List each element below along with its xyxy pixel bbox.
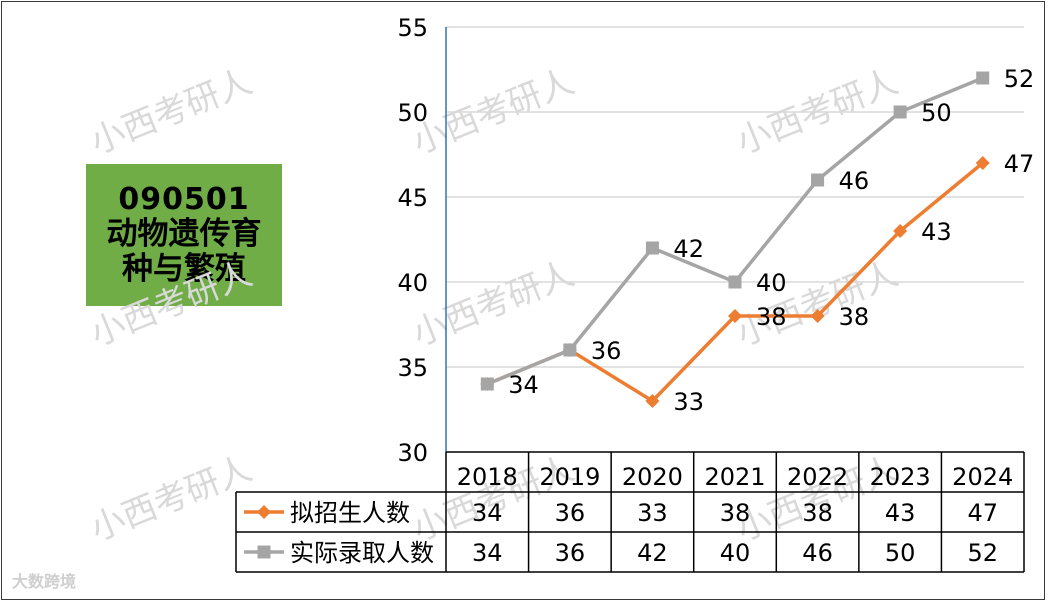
data-label: 34 xyxy=(508,371,539,399)
data-point-diamond xyxy=(728,309,742,323)
table-cell-value: 47 xyxy=(967,499,998,527)
table-cell-value: 36 xyxy=(555,499,586,527)
data-point-diamond xyxy=(975,156,990,170)
table-cell-value: 40 xyxy=(720,539,751,567)
table-cell-value: 38 xyxy=(720,499,751,527)
table-cell-value: 34 xyxy=(472,539,503,567)
data-label: 33 xyxy=(673,388,704,416)
data-label: 38 xyxy=(756,303,787,331)
y-tick-label: 35 xyxy=(397,354,428,382)
x-tick-label: 2024 xyxy=(952,463,1013,491)
data-label: 38 xyxy=(839,303,870,331)
legend-label: 拟招生人数 xyxy=(290,499,410,527)
major-name-line1: 动物遗传育 xyxy=(106,216,262,253)
data-label: 36 xyxy=(591,337,622,365)
table-cell-value: 46 xyxy=(802,539,833,567)
data-point-square xyxy=(976,71,990,85)
major-code: 090501 xyxy=(118,182,250,218)
data-point-square xyxy=(811,173,825,187)
data-point-square xyxy=(645,241,659,255)
data-point-square xyxy=(893,105,907,119)
table-cell-value: 33 xyxy=(637,499,668,527)
series-line xyxy=(486,76,984,386)
y-tick-label: 45 xyxy=(397,184,428,212)
legend-label: 实际录取人数 xyxy=(290,539,434,567)
table-cell-value: 36 xyxy=(555,539,586,567)
x-tick-label: 2023 xyxy=(870,463,931,491)
table-cell-value: 38 xyxy=(802,499,833,527)
x-tick-label: 2021 xyxy=(704,463,765,491)
data-point-diamond xyxy=(810,309,825,323)
y-tick-label: 55 xyxy=(397,14,428,42)
data-label: 43 xyxy=(921,218,952,246)
table-cell-value: 34 xyxy=(472,499,503,527)
brand-mark: 大数跨境 xyxy=(12,572,77,591)
table-cell-value: 52 xyxy=(967,539,998,567)
major-name-line2: 种与繁殖 xyxy=(122,250,246,287)
table-cell-value: 43 xyxy=(885,499,916,527)
data-point-diamond xyxy=(893,224,908,238)
data-label: 46 xyxy=(839,167,870,195)
legend-key-marker xyxy=(257,505,271,519)
data-label: 40 xyxy=(756,269,787,297)
data-point-square xyxy=(728,275,742,289)
x-tick-label: 2019 xyxy=(539,463,600,491)
x-tick-label: 2020 xyxy=(622,463,683,491)
data-point-square xyxy=(563,343,577,357)
legend-key-marker xyxy=(257,545,271,559)
x-tick-label: 2018 xyxy=(457,463,518,491)
data-label: 52 xyxy=(1004,65,1035,93)
table-cell-value: 50 xyxy=(885,539,916,567)
data-label: 50 xyxy=(921,99,952,127)
data-label: 42 xyxy=(673,235,704,263)
data-point-square xyxy=(480,377,494,391)
data-label: 47 xyxy=(1004,150,1035,178)
x-tick-label: 2022 xyxy=(787,463,848,491)
y-tick-label: 30 xyxy=(397,439,428,467)
y-tick-label: 40 xyxy=(397,269,428,297)
major-label-box: 090501 动物遗传育 种与繁殖 xyxy=(86,164,282,306)
y-tick-label: 50 xyxy=(397,99,428,127)
table-cell-value: 42 xyxy=(637,539,668,567)
data-point-diamond xyxy=(645,394,660,408)
